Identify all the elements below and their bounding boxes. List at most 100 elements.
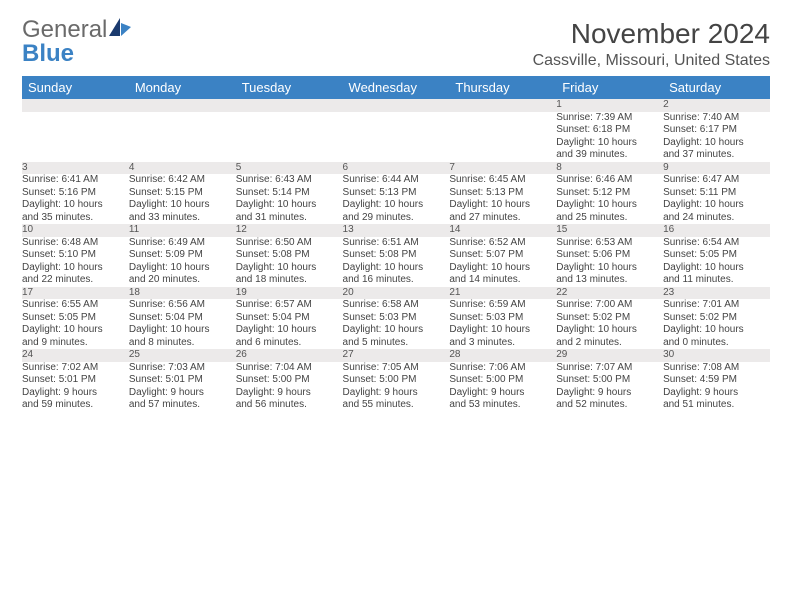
day-header: Tuesday	[236, 76, 343, 99]
day-d1: Daylight: 10 hours	[556, 324, 663, 337]
day-number-cell: 13	[343, 224, 450, 237]
day-d2: and 11 minutes.	[663, 274, 770, 287]
day-d1: Daylight: 9 hours	[449, 387, 556, 400]
day-d2: and 22 minutes.	[22, 274, 129, 287]
day-header: Monday	[129, 76, 236, 99]
day-sr: Sunrise: 7:01 AM	[663, 299, 770, 312]
day-number-cell: 10	[22, 224, 129, 237]
daynum-row: 12	[22, 99, 770, 112]
day-number-cell: 24	[22, 349, 129, 362]
day-number-cell: 21	[449, 287, 556, 300]
day-d2: and 39 minutes.	[556, 149, 663, 162]
day-d1: Daylight: 10 hours	[129, 199, 236, 212]
day-d2: and 25 minutes.	[556, 212, 663, 225]
day-d2: and 57 minutes.	[129, 399, 236, 412]
day-ss: Sunset: 5:08 PM	[343, 249, 450, 262]
day-ss: Sunset: 5:00 PM	[343, 374, 450, 387]
day-ss: Sunset: 5:13 PM	[449, 187, 556, 200]
day-number-cell: 8	[556, 162, 663, 175]
day-d1: Daylight: 10 hours	[663, 324, 770, 337]
day-d2: and 3 minutes.	[449, 337, 556, 350]
day-ss: Sunset: 6:18 PM	[556, 124, 663, 137]
day-d2: and 8 minutes.	[129, 337, 236, 350]
day-ss: Sunset: 5:13 PM	[343, 187, 450, 200]
day-number-cell: 9	[663, 162, 770, 175]
day-d1: Daylight: 10 hours	[663, 137, 770, 150]
day-number-cell: 4	[129, 162, 236, 175]
day-detail-cell: Sunrise: 6:50 AMSunset: 5:08 PMDaylight:…	[236, 237, 343, 287]
day-d2: and 33 minutes.	[129, 212, 236, 225]
day-detail-cell: Sunrise: 6:49 AMSunset: 5:09 PMDaylight:…	[129, 237, 236, 287]
day-ss: Sunset: 5:05 PM	[663, 249, 770, 262]
detail-row: Sunrise: 7:39 AMSunset: 6:18 PMDaylight:…	[22, 112, 770, 162]
day-sr: Sunrise: 6:57 AM	[236, 299, 343, 312]
day-ss: Sunset: 5:00 PM	[236, 374, 343, 387]
day-ss: Sunset: 5:03 PM	[449, 312, 556, 325]
day-header: Wednesday	[343, 76, 450, 99]
day-d2: and 55 minutes.	[343, 399, 450, 412]
day-ss: Sunset: 6:17 PM	[663, 124, 770, 137]
day-d1: Daylight: 10 hours	[449, 324, 556, 337]
day-number-cell: 25	[129, 349, 236, 362]
day-d1: Daylight: 10 hours	[236, 199, 343, 212]
day-detail-cell: Sunrise: 7:07 AMSunset: 5:00 PMDaylight:…	[556, 362, 663, 412]
day-ss: Sunset: 5:11 PM	[663, 187, 770, 200]
day-detail-cell: Sunrise: 6:46 AMSunset: 5:12 PMDaylight:…	[556, 174, 663, 224]
day-detail-cell	[236, 112, 343, 162]
day-ss: Sunset: 5:03 PM	[343, 312, 450, 325]
day-d1: Daylight: 10 hours	[449, 262, 556, 275]
day-detail-cell: Sunrise: 6:44 AMSunset: 5:13 PMDaylight:…	[343, 174, 450, 224]
day-ss: Sunset: 5:16 PM	[22, 187, 129, 200]
day-d2: and 13 minutes.	[556, 274, 663, 287]
logo-text-blue: Blue	[22, 40, 74, 67]
day-detail-cell: Sunrise: 6:42 AMSunset: 5:15 PMDaylight:…	[129, 174, 236, 224]
day-sr: Sunrise: 6:59 AM	[449, 299, 556, 312]
day-number-cell: 19	[236, 287, 343, 300]
day-d2: and 24 minutes.	[663, 212, 770, 225]
day-d2: and 20 minutes.	[129, 274, 236, 287]
day-detail-cell: Sunrise: 7:00 AMSunset: 5:02 PMDaylight:…	[556, 299, 663, 349]
day-sr: Sunrise: 7:02 AM	[22, 362, 129, 375]
day-detail-cell: Sunrise: 6:41 AMSunset: 5:16 PMDaylight:…	[22, 174, 129, 224]
day-header-row: Sunday Monday Tuesday Wednesday Thursday…	[22, 76, 770, 99]
day-ss: Sunset: 5:10 PM	[22, 249, 129, 262]
day-d1: Daylight: 10 hours	[663, 199, 770, 212]
day-number-cell: 5	[236, 162, 343, 175]
day-ss: Sunset: 5:07 PM	[449, 249, 556, 262]
day-number-cell: 20	[343, 287, 450, 300]
calendar-table: Sunday Monday Tuesday Wednesday Thursday…	[22, 76, 770, 412]
day-d1: Daylight: 9 hours	[343, 387, 450, 400]
day-d2: and 59 minutes.	[22, 399, 129, 412]
day-ss: Sunset: 5:04 PM	[236, 312, 343, 325]
day-sr: Sunrise: 6:43 AM	[236, 174, 343, 187]
day-sr: Sunrise: 7:06 AM	[449, 362, 556, 375]
day-number-cell: 28	[449, 349, 556, 362]
day-number-cell: 14	[449, 224, 556, 237]
day-d1: Daylight: 10 hours	[129, 262, 236, 275]
day-detail-cell	[129, 112, 236, 162]
day-detail-cell: Sunrise: 6:53 AMSunset: 5:06 PMDaylight:…	[556, 237, 663, 287]
day-sr: Sunrise: 6:47 AM	[663, 174, 770, 187]
day-d1: Daylight: 9 hours	[22, 387, 129, 400]
day-number-cell: 7	[449, 162, 556, 175]
day-d2: and 51 minutes.	[663, 399, 770, 412]
day-d2: and 56 minutes.	[236, 399, 343, 412]
day-ss: Sunset: 5:04 PM	[129, 312, 236, 325]
day-header: Friday	[556, 76, 663, 99]
day-header: Thursday	[449, 76, 556, 99]
day-number-cell	[343, 99, 450, 112]
day-ss: Sunset: 5:08 PM	[236, 249, 343, 262]
day-ss: Sunset: 5:01 PM	[129, 374, 236, 387]
day-d2: and 31 minutes.	[236, 212, 343, 225]
day-ss: Sunset: 5:14 PM	[236, 187, 343, 200]
day-number-cell	[236, 99, 343, 112]
day-number-cell: 17	[22, 287, 129, 300]
day-d1: Daylight: 9 hours	[236, 387, 343, 400]
day-d2: and 53 minutes.	[449, 399, 556, 412]
day-sr: Sunrise: 6:49 AM	[129, 237, 236, 250]
logo: General Blue	[22, 18, 131, 66]
day-d1: Daylight: 10 hours	[343, 324, 450, 337]
day-ss: Sunset: 5:15 PM	[129, 187, 236, 200]
day-sr: Sunrise: 7:04 AM	[236, 362, 343, 375]
day-detail-cell: Sunrise: 6:45 AMSunset: 5:13 PMDaylight:…	[449, 174, 556, 224]
